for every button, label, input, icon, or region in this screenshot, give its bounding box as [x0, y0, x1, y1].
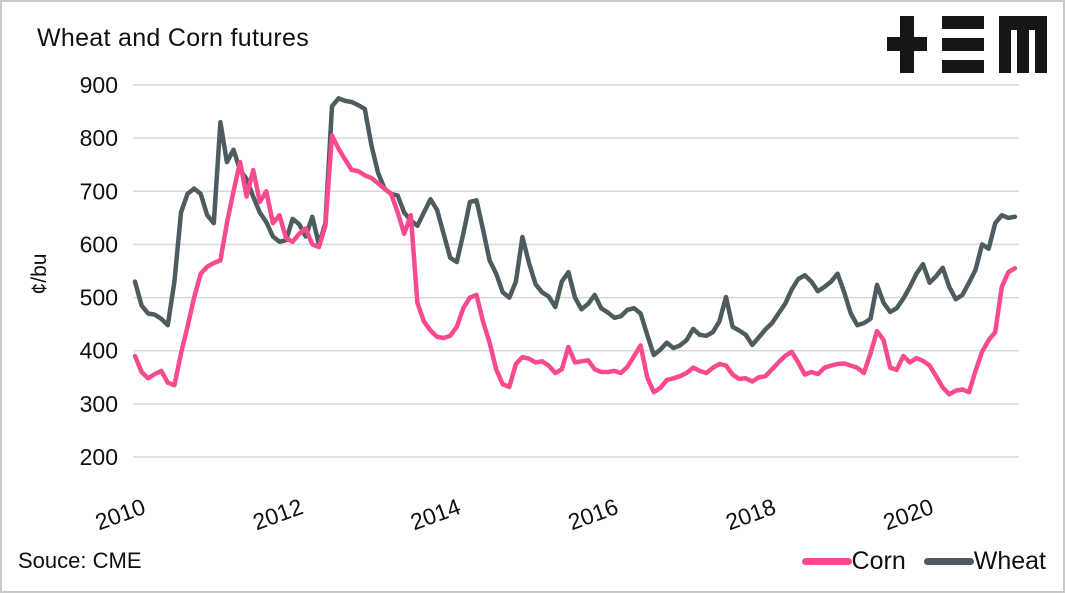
corn-series-line: [132, 133, 1018, 397]
x-tick-2020: 2020: [880, 493, 937, 535]
y-axis-title: ¢/bu: [28, 254, 51, 295]
y-tick-700: 700: [80, 178, 118, 204]
chart-title: Wheat and Corn futures: [37, 24, 310, 52]
gridlines: [133, 84, 1019, 458]
y-tick-500: 500: [80, 285, 118, 311]
source-note: Souce: CME: [18, 548, 142, 573]
legend-item-corn: Corn: [801, 547, 906, 576]
x-tick-2014: 2014: [407, 493, 464, 535]
legend: Corn Wheat: [801, 547, 1046, 576]
x-tick-2010: 2010: [92, 493, 149, 535]
legend-label-corn: Corn: [851, 547, 906, 575]
y-axis-tick-labels: 200 300 400 500 600 700 800 900: [80, 72, 118, 470]
logo-bars-icon: [942, 16, 984, 29]
y-tick-300: 300: [80, 391, 118, 417]
y-tick-900: 900: [80, 72, 118, 98]
x-tick-2016: 2016: [565, 493, 622, 535]
tem-logo: [887, 16, 1047, 73]
x-axis-tick-labels: 2010 2012 2014 2016 2018 2020: [92, 493, 937, 535]
x-tick-2012: 2012: [249, 493, 306, 535]
y-tick-800: 800: [80, 125, 118, 151]
x-tick-2018: 2018: [722, 493, 779, 535]
legend-item-wheat: Wheat: [923, 547, 1046, 576]
corn-line-swatch: [801, 558, 852, 565]
y-tick-200: 200: [80, 444, 118, 470]
wheat-line-swatch: [923, 558, 974, 565]
y-tick-400: 400: [80, 338, 118, 364]
legend-label-wheat: Wheat: [973, 547, 1046, 575]
logo-glyphs: [887, 16, 1047, 73]
y-tick-600: 600: [80, 231, 118, 257]
series-lines: [132, 96, 1018, 397]
wheat-series-line: [132, 96, 1018, 358]
